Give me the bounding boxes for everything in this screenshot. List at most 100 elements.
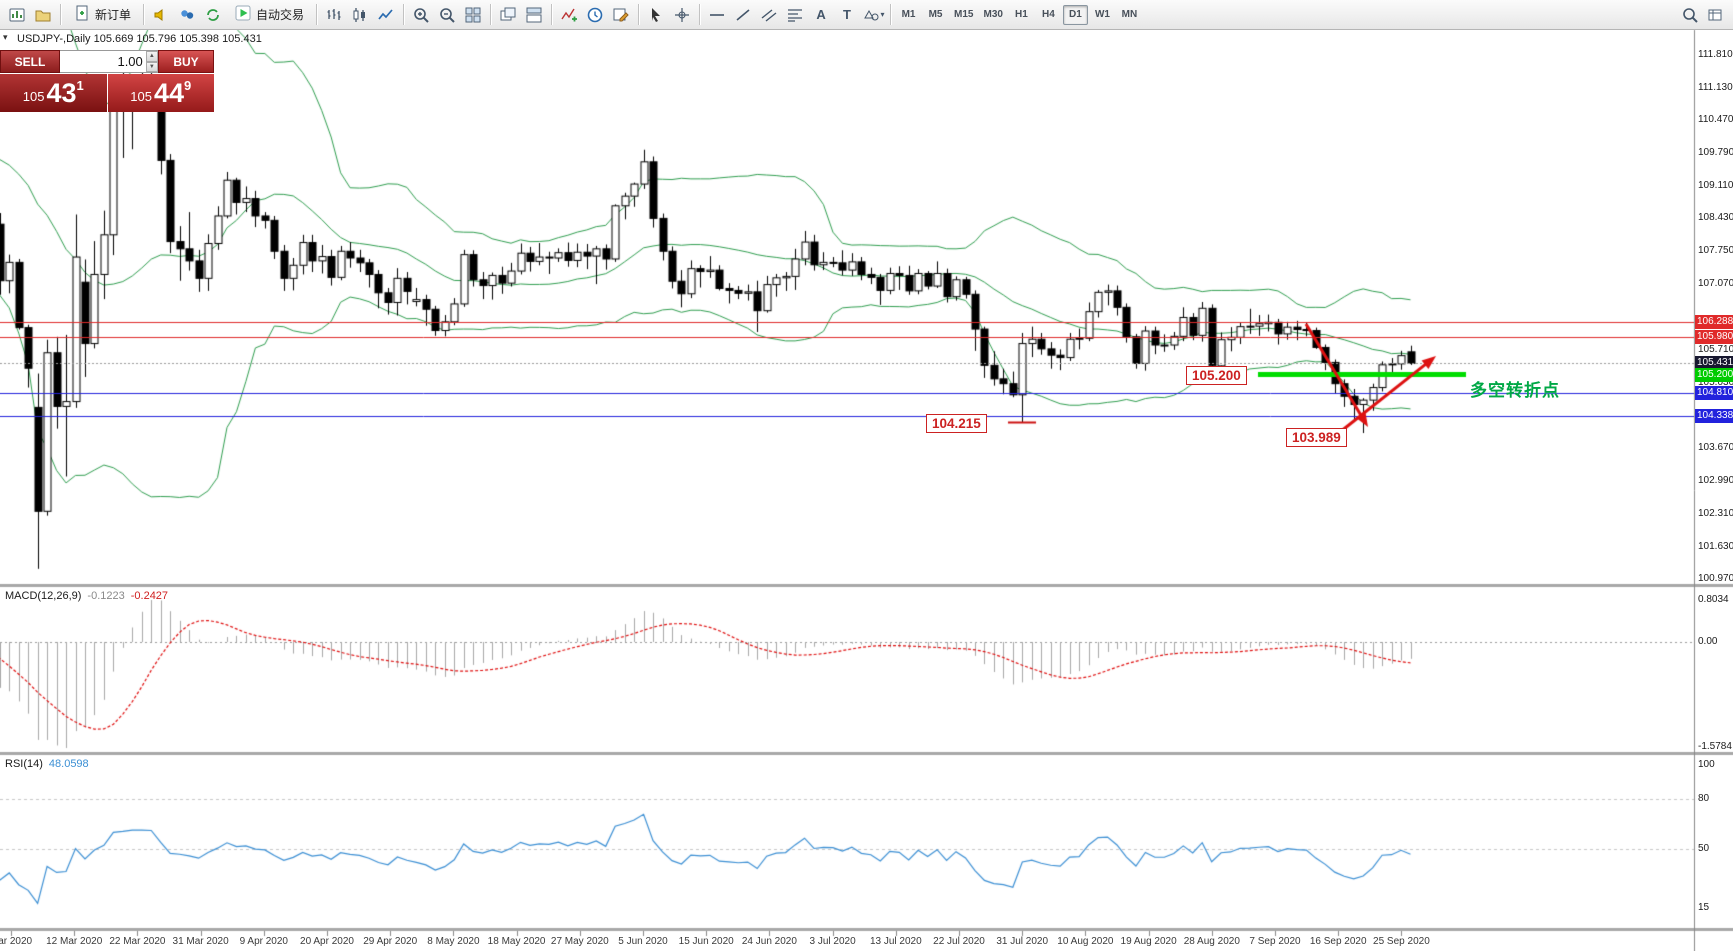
indicators-icon[interactable] xyxy=(556,3,582,27)
new-order-label: 新订单 xyxy=(95,8,132,22)
profiles-icon[interactable] xyxy=(30,3,56,27)
chart-title: USDJPY-,Daily 105.669 105.796 105.398 10… xyxy=(17,33,262,45)
buy-button[interactable]: BUY xyxy=(158,50,214,73)
search-icon[interactable] xyxy=(1677,3,1703,27)
timeframe-button-m1[interactable]: M1 xyxy=(896,5,921,25)
date-axis-label: 27 May 2020 xyxy=(550,936,609,947)
buy-price-prefix: 105 xyxy=(130,89,152,104)
horizontal-line-icon[interactable] xyxy=(704,3,730,27)
volume-input[interactable] xyxy=(60,51,146,72)
macd-axis-zero-label: 0.00 xyxy=(1698,636,1718,647)
timeframe-button-d1[interactable]: D1 xyxy=(1062,4,1088,25)
timeframe-button-m5[interactable]: M5 xyxy=(923,5,948,25)
new-chart-icon[interactable] xyxy=(4,3,30,27)
date-axis-label: 5 Jun 2020 xyxy=(618,936,668,947)
macd-name: MACD(12,26,9) xyxy=(5,590,82,602)
top-toolbar: 新订单 自动交易 A T ▾ xyxy=(0,0,1733,30)
date-axis-label: 7 Sep 2020 xyxy=(1249,936,1301,947)
rsi-axis-label: 15 xyxy=(1698,902,1710,913)
fibonacci-icon[interactable] xyxy=(782,3,808,27)
date-axis-label: 18 May 2020 xyxy=(487,936,546,947)
new-order-button[interactable]: 新订单 xyxy=(65,3,139,27)
rsi-axis-label: 50 xyxy=(1698,843,1710,855)
price-tag: 105.431 xyxy=(1695,356,1733,370)
timeframe-button-m30[interactable]: M30 xyxy=(979,5,1006,25)
macd-value: -0.1223 xyxy=(87,590,125,602)
date-axis-label: 19 Aug 2020 xyxy=(1120,936,1177,947)
templates-icon[interactable] xyxy=(608,3,634,27)
toolbar-separator xyxy=(638,4,640,25)
alerts-icon[interactable] xyxy=(148,3,174,27)
rsi-value: 48.0598 xyxy=(48,758,89,770)
label-tool-icon[interactable]: T xyxy=(834,3,860,27)
timeframe-button-h1[interactable]: H1 xyxy=(1009,5,1034,25)
tile-windows-icon[interactable] xyxy=(521,3,547,27)
date-axis-label: 3 Jul 2020 xyxy=(809,936,856,947)
new-order-icon xyxy=(73,4,91,25)
chevron-down-icon: ▾ xyxy=(880,10,885,19)
volume-stepper: ▲ ▼ xyxy=(60,50,158,73)
bar-chart-icon[interactable] xyxy=(321,3,347,27)
timeframe-button-h4[interactable]: H4 xyxy=(1036,5,1061,25)
cursor-icon[interactable] xyxy=(643,3,669,27)
channel-icon[interactable] xyxy=(756,3,782,27)
price-annotation[interactable]: 103.989 xyxy=(1286,428,1347,447)
price-annotation[interactable]: 105.200 xyxy=(1186,366,1247,385)
mql-refresh-icon[interactable] xyxy=(200,3,226,27)
price-axis-label: 109.110 xyxy=(1698,179,1733,191)
price-annotation[interactable]: 104.215 xyxy=(926,414,987,433)
price-axis-label: 108.430 xyxy=(1698,212,1733,224)
cascade-windows-icon[interactable] xyxy=(495,3,521,27)
community-icon[interactable] xyxy=(174,3,200,27)
sell-price-display[interactable]: 105 43 1 xyxy=(0,74,107,112)
candlestick-chart-icon[interactable] xyxy=(347,3,373,27)
sell-price-prefix: 105 xyxy=(22,89,45,104)
toolbar-separator xyxy=(403,4,405,25)
volume-up-button[interactable]: ▲ xyxy=(145,51,158,62)
price-tag: 104.338 xyxy=(1695,409,1733,423)
trade-panel-toggle-icon[interactable]: ▾ xyxy=(3,32,8,42)
rsi-axis-label: 100 xyxy=(1698,759,1715,771)
volume-down-button[interactable]: ▼ xyxy=(145,61,158,72)
date-axis-label: 15 Jun 2020 xyxy=(678,936,734,947)
crosshair-icon[interactable] xyxy=(669,3,695,27)
toolbar-separator xyxy=(316,4,318,25)
autotrade-button[interactable]: 自动交易 xyxy=(226,3,312,27)
periods-icon[interactable] xyxy=(582,3,608,27)
buy-price-display[interactable]: 105 44 9 xyxy=(107,74,214,112)
timeframe-button-mn[interactable]: MN xyxy=(1117,5,1142,25)
volume-spin-buttons: ▲ ▼ xyxy=(145,51,158,72)
data-window-icon[interactable] xyxy=(1703,3,1729,27)
sell-price-big: 43 xyxy=(46,77,77,108)
buy-price-big: 44 xyxy=(153,77,184,108)
date-axis-label: Mar 2020 xyxy=(0,936,33,947)
date-axis-label: 16 Sep 2020 xyxy=(1309,936,1367,947)
autotrade-play-icon xyxy=(234,4,252,25)
date-axis-label: 25 Sep 2020 xyxy=(1373,936,1430,947)
trendline-icon[interactable] xyxy=(730,3,756,27)
date-axis-label: 20 Apr 2020 xyxy=(300,936,354,947)
timeframe-button-w1[interactable]: W1 xyxy=(1090,5,1115,25)
turning-point-note[interactable]: 多空转折点 xyxy=(1470,381,1560,400)
price-axis-label: 102.310 xyxy=(1698,508,1733,520)
date-axis-label: 10 Aug 2020 xyxy=(1057,936,1114,947)
sell-button[interactable]: SELL xyxy=(0,50,60,73)
date-axis-label: 13 Jul 2020 xyxy=(869,936,922,947)
arrange-windows-icon[interactable] xyxy=(460,3,486,27)
price-axis-label: 103.670 xyxy=(1698,442,1733,454)
line-chart-icon[interactable] xyxy=(373,3,399,27)
date-axis-label: 29 Apr 2020 xyxy=(363,936,418,947)
zoom-in-icon[interactable] xyxy=(408,3,434,27)
price-axis-label: 105.710 xyxy=(1698,343,1733,355)
macd-axis-min-label: -1.5784 xyxy=(1698,741,1732,752)
date-axis-label: 22 Mar 2020 xyxy=(109,936,166,947)
price-axis-label: 105.030 xyxy=(1698,376,1733,388)
macd-label: MACD(12,26,9) -0.1223 -0.2427 xyxy=(5,590,168,602)
zoom-out-icon[interactable] xyxy=(434,3,460,27)
timeframe-button-m15[interactable]: M15 xyxy=(950,5,977,25)
date-axis-label: 12 Mar 2020 xyxy=(46,936,103,947)
text-tool-icon[interactable]: A xyxy=(808,3,834,27)
date-axis-label: 31 Mar 2020 xyxy=(172,936,229,947)
shapes-tool-icon[interactable]: ▾ xyxy=(860,3,886,27)
